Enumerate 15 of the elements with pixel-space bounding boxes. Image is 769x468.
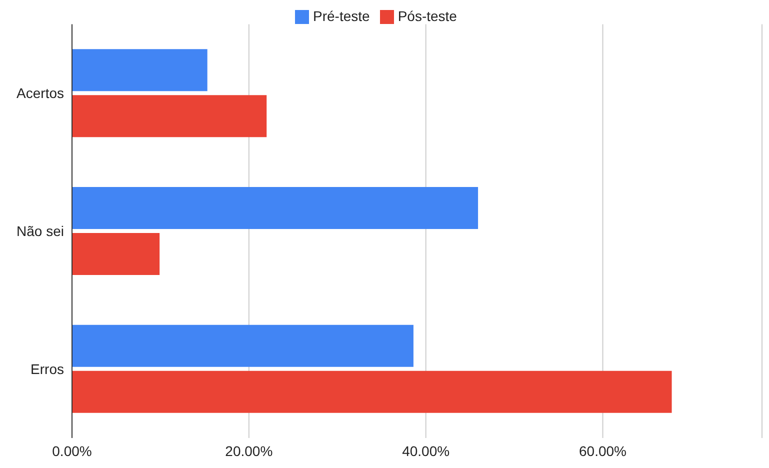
bar	[72, 324, 414, 367]
bar	[72, 370, 672, 413]
y-tick-label: Não sei	[16, 223, 64, 240]
y-tick-label: Erros	[30, 361, 64, 378]
bar	[72, 187, 478, 230]
legend-label: Pós-teste	[398, 8, 457, 24]
legend-label: Pré-teste	[313, 8, 370, 24]
bar	[72, 233, 160, 276]
y-tick-label: Acertos	[16, 85, 64, 102]
x-tick-label: 0.00%	[52, 442, 92, 459]
x-tick-label: 20.00%	[225, 442, 273, 459]
x-tick-label: 60.00%	[579, 442, 627, 459]
bar	[72, 49, 208, 92]
x-tick-label: 40.00%	[402, 442, 450, 459]
bar	[72, 95, 267, 138]
